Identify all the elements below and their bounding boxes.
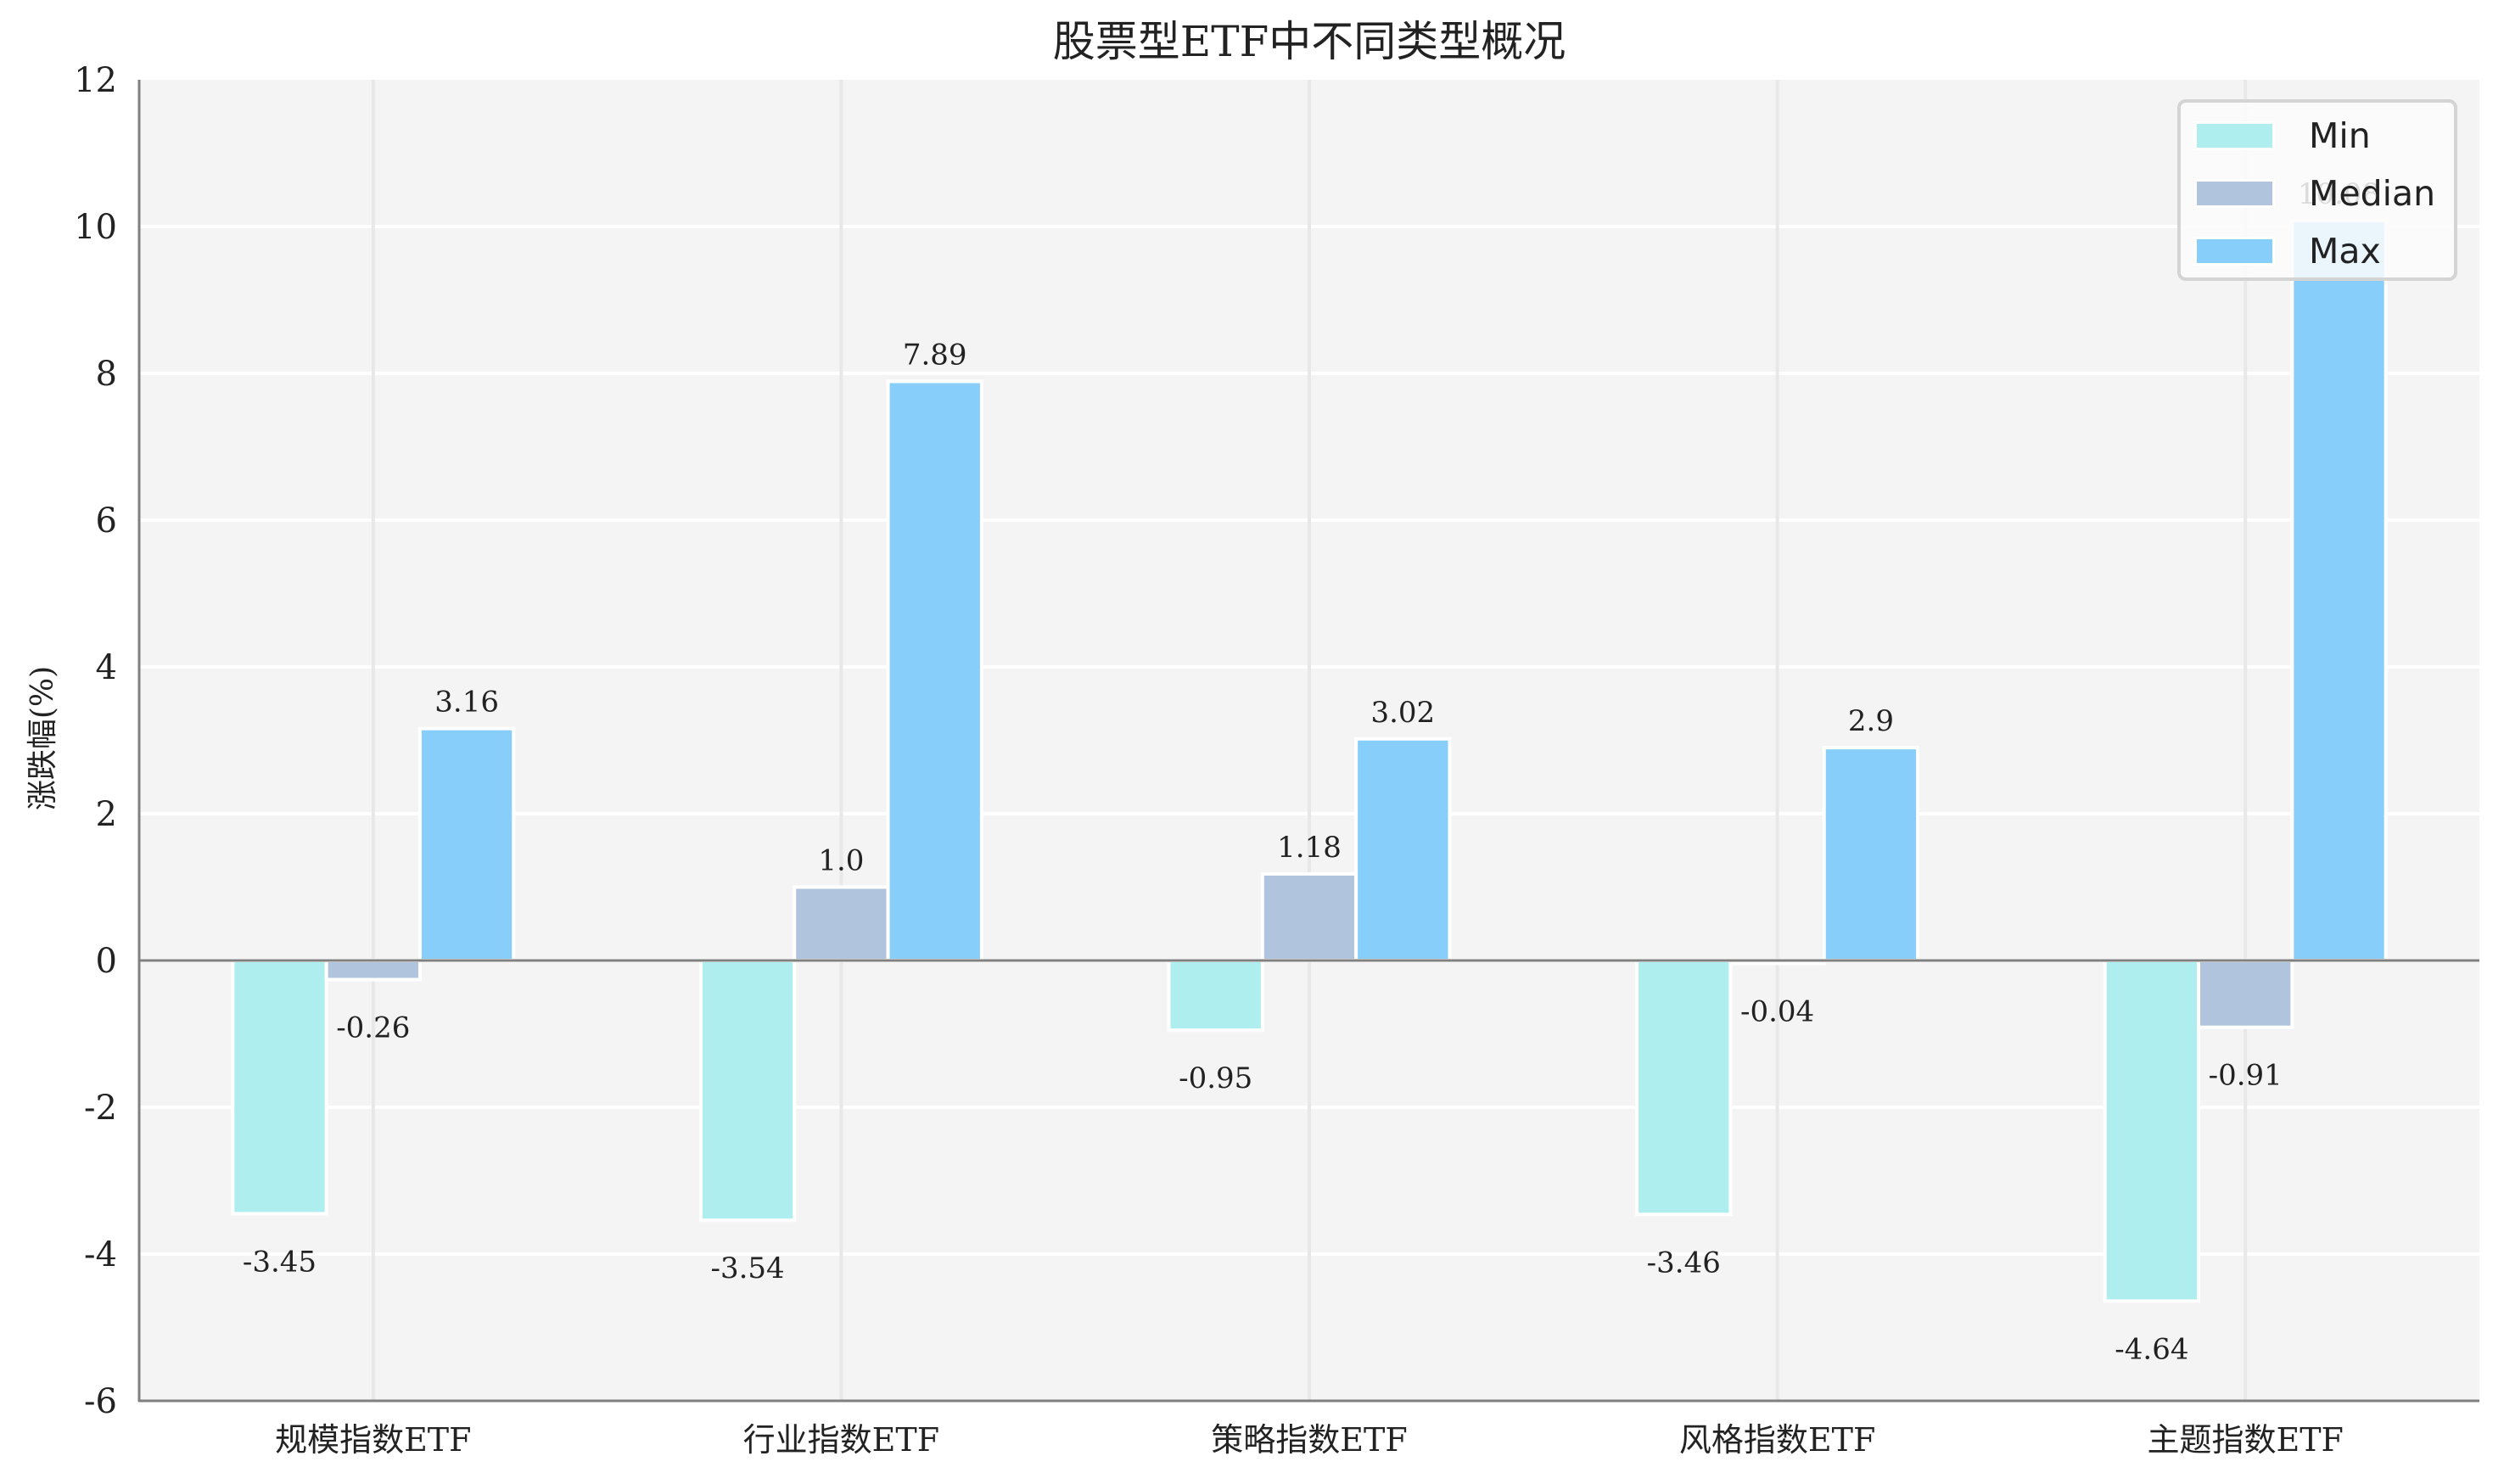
value-label: 2.9 — [1848, 704, 1894, 738]
bar-min — [698, 959, 797, 1223]
y-tick-label: 8 — [96, 355, 117, 394]
y-tick-label: -2 — [84, 1089, 117, 1128]
legend-item-min: Min — [2194, 115, 2371, 157]
value-label: 1.0 — [818, 844, 864, 878]
bar-max — [886, 379, 983, 962]
y-tick-label: 10 — [74, 208, 117, 247]
y-axis-ticks: -6 -4 -2 0 2 4 6 8 10 12 — [74, 61, 117, 1421]
x-tick-label: 行业指数ETF — [743, 1421, 939, 1459]
bar-max — [1822, 746, 1920, 963]
y-tick-label: -6 — [84, 1382, 117, 1421]
value-label: 3.02 — [1370, 696, 1435, 730]
bar-median — [793, 885, 890, 962]
bar-max — [1354, 736, 1452, 963]
value-label: -3.45 — [243, 1245, 317, 1279]
value-label: 1.18 — [1277, 831, 1342, 865]
legend-item-max: Max — [2194, 230, 2381, 272]
value-label: 7.89 — [903, 339, 967, 372]
bar-median — [2197, 959, 2294, 1029]
x-axis-ticks: 规模指数ETF 行业指数ETF 策略指数ETF 风格指数ETF 主题指数ETF — [275, 1421, 2344, 1459]
x-tick-label: 风格指数ETF — [1679, 1421, 1875, 1459]
y-tick-label: -4 — [84, 1235, 117, 1274]
value-label: -0.26 — [336, 1011, 410, 1044]
y-tick-label: 12 — [74, 61, 117, 100]
value-label: -4.64 — [2115, 1332, 2188, 1366]
value-label: -0.91 — [2209, 1059, 2283, 1093]
y-tick-label: 6 — [96, 501, 117, 540]
legend-swatch-median — [2194, 179, 2275, 208]
value-label: 3.16 — [434, 686, 499, 720]
value-label: -3.54 — [710, 1252, 784, 1285]
legend-label-min: Min — [2309, 115, 2371, 156]
bar-median — [324, 959, 422, 982]
legend-swatch-min — [2194, 121, 2275, 150]
x-tick-label: 规模指数ETF — [275, 1421, 471, 1459]
legend-swatch-max — [2194, 237, 2275, 266]
y-axis-label: 涨跌幅(%) — [25, 666, 60, 810]
x-tick-label: 策略指数ETF — [1211, 1421, 1407, 1459]
bar-min — [1167, 959, 1264, 1033]
y-tick-label: 4 — [96, 648, 117, 687]
bar-median — [1260, 871, 1358, 963]
value-label: -0.04 — [1740, 994, 1814, 1028]
y-tick-label: 0 — [96, 942, 117, 981]
bar-min — [2103, 959, 2201, 1303]
bars — [231, 219, 2388, 1303]
y-tick-label: 2 — [96, 795, 117, 834]
bar-max — [2290, 219, 2388, 962]
value-label: -0.95 — [1179, 1061, 1252, 1095]
bar-max — [417, 726, 516, 962]
chart-title: 股票型ETF中不同类型概况 — [1053, 17, 1566, 66]
legend: Min Median Max — [2177, 99, 2457, 281]
bar-min — [1635, 959, 1733, 1217]
bar-min — [231, 959, 328, 1216]
legend-label-median: Median — [2309, 173, 2436, 214]
x-tick-label: 主题指数ETF — [2147, 1421, 2343, 1459]
legend-label-max: Max — [2309, 231, 2381, 272]
value-label: -3.46 — [1647, 1246, 1721, 1280]
legend-item-median: Median — [2194, 172, 2435, 215]
